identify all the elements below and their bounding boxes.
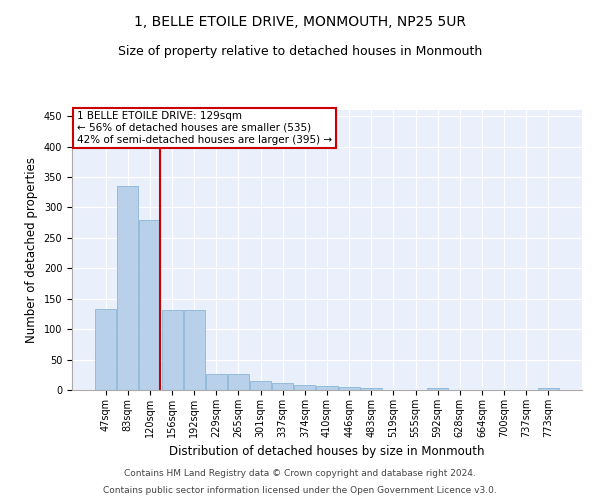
Text: Contains public sector information licensed under the Open Government Licence v3: Contains public sector information licen…: [103, 486, 497, 495]
Text: Contains HM Land Registry data © Crown copyright and database right 2024.: Contains HM Land Registry data © Crown c…: [124, 468, 476, 477]
Bar: [184, 310, 205, 390]
Bar: [338, 387, 359, 390]
Text: Size of property relative to detached houses in Monmouth: Size of property relative to detached ho…: [118, 45, 482, 58]
Text: 1 BELLE ETOILE DRIVE: 129sqm
← 56% of detached houses are smaller (535)
42% of s: 1 BELLE ETOILE DRIVE: 129sqm ← 56% of de…: [77, 112, 332, 144]
Bar: [95, 309, 116, 390]
Bar: [228, 374, 249, 390]
Bar: [250, 381, 271, 390]
Y-axis label: Number of detached properties: Number of detached properties: [25, 157, 38, 343]
Bar: [538, 388, 559, 390]
Bar: [361, 388, 382, 390]
Bar: [272, 384, 293, 390]
Bar: [139, 220, 160, 390]
Text: 1, BELLE ETOILE DRIVE, MONMOUTH, NP25 5UR: 1, BELLE ETOILE DRIVE, MONMOUTH, NP25 5U…: [134, 15, 466, 29]
Bar: [206, 374, 227, 390]
Bar: [295, 385, 316, 390]
Bar: [161, 310, 182, 390]
Bar: [427, 388, 448, 390]
Bar: [118, 186, 139, 390]
X-axis label: Distribution of detached houses by size in Monmouth: Distribution of detached houses by size …: [169, 446, 485, 458]
Bar: [316, 386, 338, 390]
